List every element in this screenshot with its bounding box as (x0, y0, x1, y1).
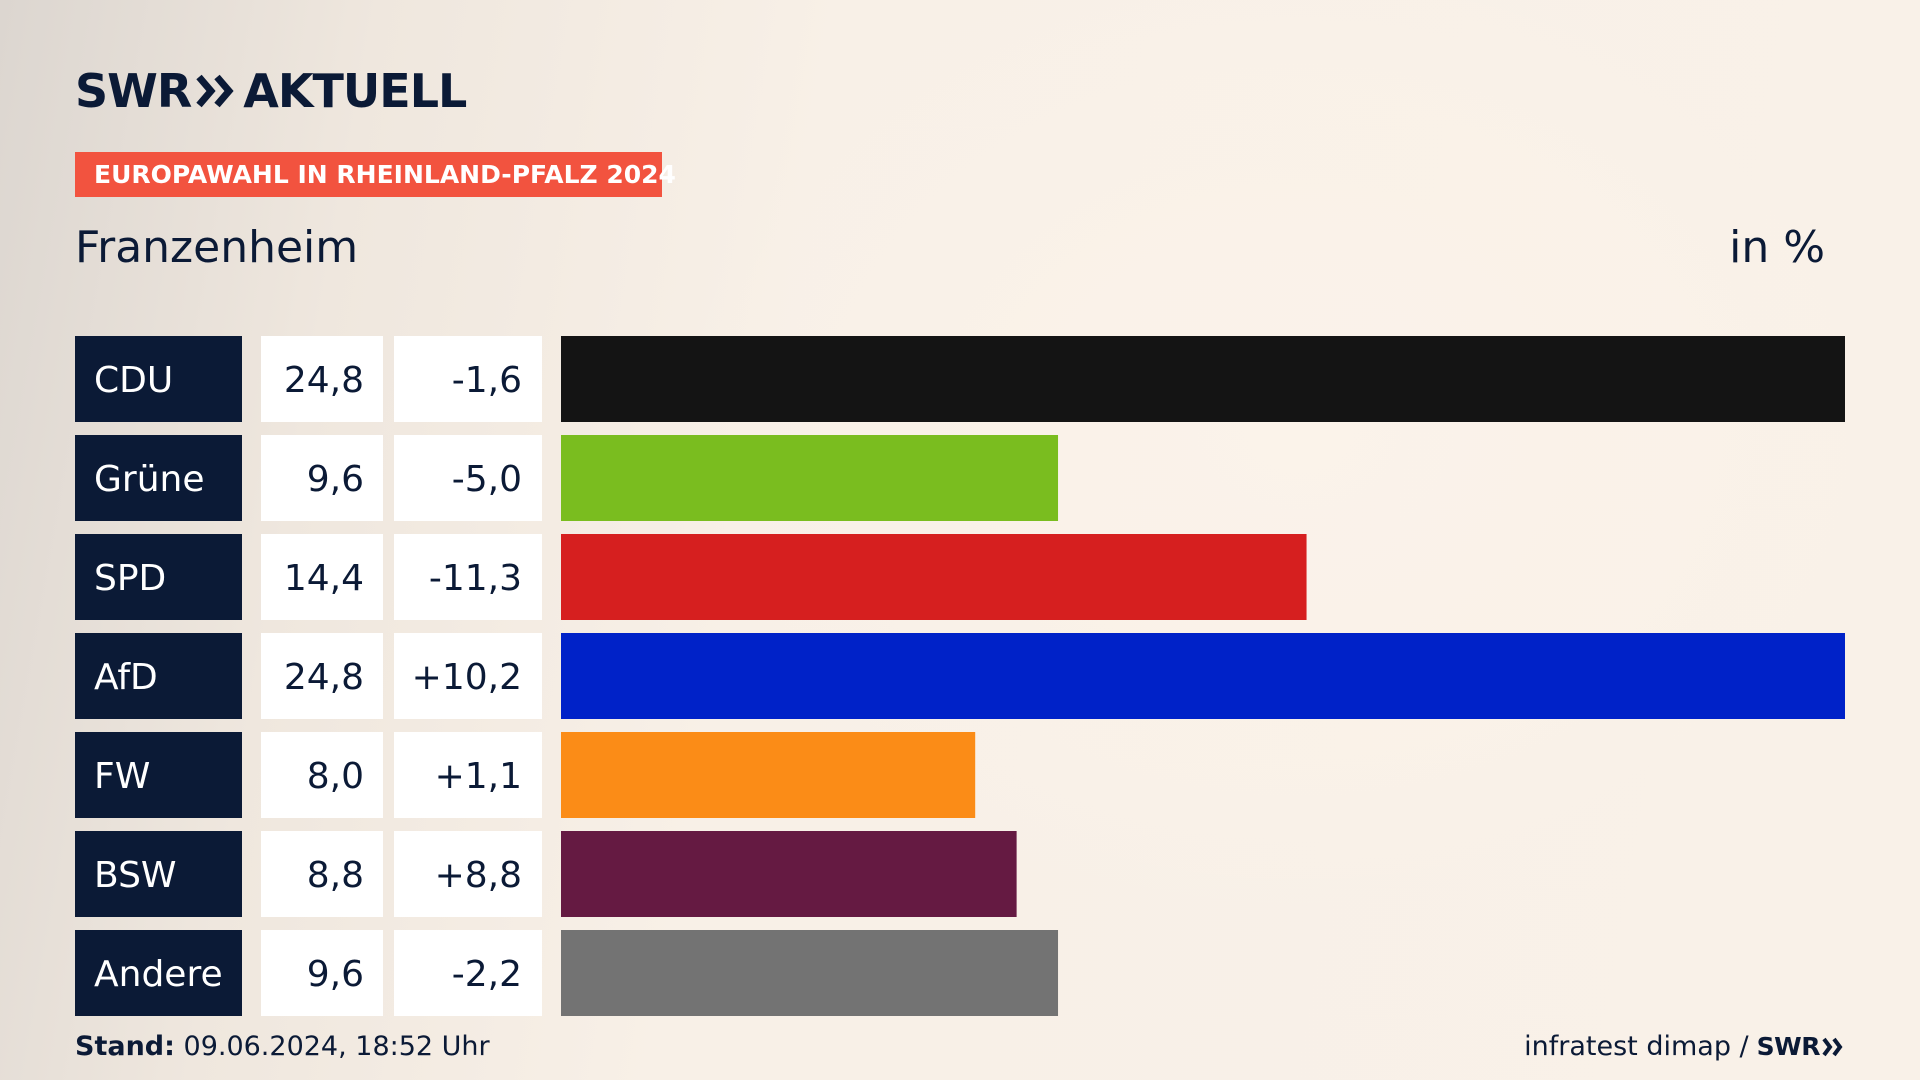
party-label-box (75, 336, 242, 422)
change-box (394, 732, 542, 818)
source-text: infratest dimap / (1524, 1031, 1749, 1062)
change-box (394, 435, 542, 521)
change-label: -2,2 (452, 954, 522, 995)
vote-share-box (261, 831, 383, 917)
party-label-box (75, 732, 242, 818)
vote-share-box (261, 732, 383, 818)
vote-share-label: 24,8 (284, 657, 364, 698)
party-label-box (75, 831, 242, 917)
party-label: FW (94, 756, 150, 797)
source-logo: SWR (1756, 1032, 1821, 1061)
brand-product: AKTUELL (243, 64, 467, 118)
change-box (394, 633, 542, 719)
vote-share-label: 8,8 (307, 855, 364, 896)
vote-share-box (261, 534, 383, 620)
vote-share-label: 24,8 (284, 360, 364, 401)
brand-name: SWR (75, 64, 192, 118)
change-box (394, 930, 542, 1016)
timestamp: Stand: 09.06.2024, 18:52 Uhr (75, 1030, 490, 1064)
change-label: +1,1 (435, 756, 522, 797)
bar-bsw (561, 831, 1017, 917)
election-banner: EUROPAWAHL IN RHEINLAND-PFALZ 2024 (75, 152, 676, 197)
swr-aktuell-logo: SWR AKTUELL (75, 64, 467, 118)
vote-share-box (261, 930, 383, 1016)
double-chevron-icon (1822, 1037, 1843, 1057)
vote-share-box (261, 435, 383, 521)
change-label: -11,3 (429, 558, 522, 599)
party-label-box (75, 435, 242, 521)
vote-share-box (261, 336, 383, 422)
double-chevron-icon (196, 74, 234, 108)
party-label-box (75, 534, 242, 620)
source-credit: infratest dimap / SWR (1524, 1030, 1844, 1064)
place-title: Franzenheim (75, 222, 359, 273)
stand-value: 09.06.2024, 18:52 Uhr (183, 1031, 490, 1062)
vote-share-label: 9,6 (307, 954, 364, 995)
unit-label: in % (1729, 222, 1825, 273)
party-label-box (75, 930, 242, 1016)
vote-share-label: 9,6 (307, 459, 364, 500)
change-box (394, 831, 542, 917)
vote-share-label: 8,0 (307, 756, 364, 797)
bar-grüne (561, 435, 1059, 521)
change-box (394, 336, 542, 422)
party-label: AfD (94, 657, 158, 698)
party-label: SPD (94, 558, 166, 599)
stand-label: Stand: (75, 1031, 175, 1062)
change-box (394, 534, 542, 620)
change-label: +10,2 (412, 657, 522, 698)
bar-andere (561, 930, 1059, 1016)
bar-cdu (561, 336, 1845, 422)
party-label: Andere (94, 954, 223, 995)
bar-spd (561, 534, 1307, 620)
change-label: +8,8 (435, 855, 522, 896)
party-label: CDU (94, 360, 173, 401)
party-label: Grüne (94, 459, 204, 500)
party-label: BSW (94, 855, 177, 896)
change-label: -5,0 (452, 459, 522, 500)
party-label-box (75, 633, 242, 719)
vote-share-box (261, 633, 383, 719)
vote-share-label: 14,4 (284, 558, 364, 599)
bar-afd (561, 633, 1845, 719)
bar-fw (561, 732, 976, 818)
change-label: -1,6 (452, 360, 522, 401)
